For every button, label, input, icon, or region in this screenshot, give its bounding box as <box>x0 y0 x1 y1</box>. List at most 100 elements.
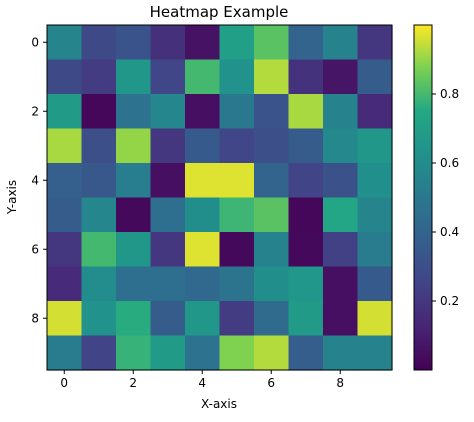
x-tick-label: 2 <box>129 376 137 390</box>
heatmap-cell <box>357 25 393 61</box>
x-axis-ticks: 0 2 4 6 8 <box>60 370 344 390</box>
heatmap-cell <box>219 232 255 268</box>
heatmap-cell <box>47 232 83 268</box>
heatmap-cell <box>116 232 152 268</box>
heatmap-cell <box>323 301 359 337</box>
heatmap-cell <box>116 301 152 337</box>
heatmap-cell <box>150 301 186 337</box>
y-tick-label: 4 <box>31 173 39 187</box>
heatmap-cell <box>116 94 152 130</box>
heatmap-cell <box>254 25 290 61</box>
heatmap-cell <box>357 335 393 371</box>
heatmap-cell <box>288 301 324 337</box>
heatmap-cell <box>150 59 186 95</box>
colorbar-tick-label: 0.2 <box>440 294 459 308</box>
heatmap-cell <box>323 335 359 371</box>
heatmap-cell <box>116 266 152 302</box>
heatmap-cell <box>47 59 83 95</box>
heatmap-cell <box>219 25 255 61</box>
heatmap-cell <box>185 301 221 337</box>
heatmap-cell <box>116 163 152 199</box>
heatmap-cell <box>116 59 152 95</box>
heatmap-cell <box>323 94 359 130</box>
heatmap-cell <box>47 94 83 130</box>
heatmap-cell <box>254 163 290 199</box>
heatmap-cell <box>323 232 359 268</box>
heatmap-cell <box>185 232 221 268</box>
heatmap-cell <box>150 25 186 61</box>
colorbar-tick-label: 0.8 <box>440 87 459 101</box>
heatmap-cell <box>81 197 117 233</box>
x-tick-label: 0 <box>60 376 68 390</box>
heatmap-cell <box>81 59 117 95</box>
heatmap-cell <box>288 25 324 61</box>
heatmap-cell <box>219 335 255 371</box>
heatmap-cell <box>288 128 324 164</box>
heatmap-cell <box>323 25 359 61</box>
heatmap-cell <box>323 163 359 199</box>
y-tick-label: 2 <box>31 104 39 118</box>
heatmap-cell <box>185 25 221 61</box>
heatmap-cell <box>254 128 290 164</box>
heatmap-cell <box>254 94 290 130</box>
heatmap-cell <box>150 128 186 164</box>
heatmap-cell <box>323 197 359 233</box>
heatmap-cell <box>357 128 393 164</box>
heatmap-cell <box>150 232 186 268</box>
colorbar-ticks: 0.2 0.4 0.6 0.8 <box>432 87 459 308</box>
heatmap-cell <box>150 266 186 302</box>
heatmap-cell <box>288 335 324 371</box>
y-axis-label: Y-axis <box>5 180 19 215</box>
heatmap-cell <box>116 335 152 371</box>
heatmap-cell <box>185 94 221 130</box>
heatmap-cells <box>47 25 393 371</box>
heatmap-cell <box>219 197 255 233</box>
heatmap-cell <box>47 335 83 371</box>
heatmap-cell <box>219 59 255 95</box>
heatmap-cell <box>47 25 83 61</box>
heatmap-cell <box>219 266 255 302</box>
heatmap-cell <box>254 232 290 268</box>
colorbar-tick-label: 0.6 <box>440 156 459 170</box>
heatmap-cell <box>47 128 83 164</box>
heatmap-cell <box>288 232 324 268</box>
heatmap-cell <box>219 301 255 337</box>
heatmap-cell <box>185 335 221 371</box>
heatmap-cell <box>185 128 221 164</box>
heatmap-cell <box>81 94 117 130</box>
heatmap-cell <box>81 163 117 199</box>
heatmap-cell <box>254 301 290 337</box>
heatmap-cell <box>47 301 83 337</box>
heatmap-cell <box>323 59 359 95</box>
heatmap-cell <box>323 128 359 164</box>
heatmap-cell <box>185 163 221 199</box>
heatmap-cell <box>185 197 221 233</box>
heatmap-cell <box>288 163 324 199</box>
heatmap-cell <box>116 197 152 233</box>
y-axis-ticks: 0 2 4 6 8 <box>31 35 47 325</box>
heatmap-cell <box>81 335 117 371</box>
y-tick-label: 8 <box>31 311 39 325</box>
heatmap-cell <box>288 94 324 130</box>
heatmap-cell <box>357 163 393 199</box>
heatmap-cell <box>219 128 255 164</box>
heatmap-cell <box>185 266 221 302</box>
y-tick-label: 6 <box>31 242 39 256</box>
heatmap-cell <box>357 59 393 95</box>
heatmap-cell <box>81 266 117 302</box>
heatmap-cell <box>357 266 393 302</box>
heatmap-cell <box>357 301 393 337</box>
heatmap-cell <box>81 25 117 61</box>
y-tick-label: 0 <box>31 35 39 49</box>
heatmap-cell <box>116 128 152 164</box>
heatmap-cell <box>219 94 255 130</box>
chart-title: Heatmap Example <box>150 3 289 21</box>
heatmap-cell <box>150 197 186 233</box>
heatmap-cell <box>81 301 117 337</box>
heatmap-cell <box>47 197 83 233</box>
heatmap-cell <box>116 25 152 61</box>
heatmap-cell <box>150 335 186 371</box>
colorbar <box>413 24 433 371</box>
x-tick-label: 8 <box>336 376 344 390</box>
